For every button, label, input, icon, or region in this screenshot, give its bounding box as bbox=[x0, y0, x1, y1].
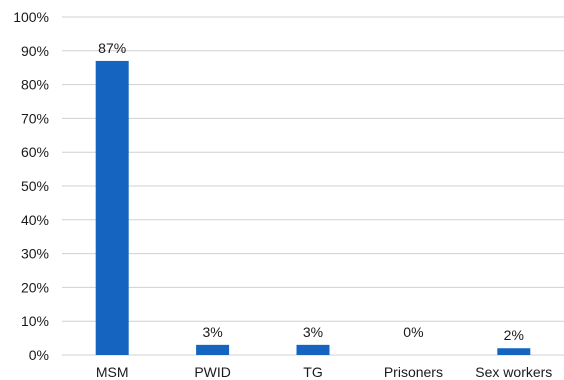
bar-msm bbox=[95, 60, 129, 355]
y-tick-label: 80% bbox=[21, 77, 49, 93]
y-tick-label: 50% bbox=[21, 178, 49, 194]
bar-sex-workers bbox=[497, 348, 531, 355]
data-label: 3% bbox=[202, 324, 222, 340]
x-category-label: TG bbox=[303, 364, 322, 380]
x-axis-categories: MSM PWID TG Prisoners Sex workers bbox=[96, 364, 552, 380]
x-category-label: Prisoners bbox=[384, 364, 443, 380]
x-category-label: Sex workers bbox=[475, 364, 552, 380]
y-tick-label: 40% bbox=[21, 212, 49, 228]
x-category-label: PWID bbox=[194, 364, 231, 380]
data-label: 3% bbox=[303, 324, 323, 340]
y-tick-label: 70% bbox=[21, 110, 49, 126]
data-label: 87% bbox=[98, 40, 126, 56]
data-label: 2% bbox=[504, 327, 524, 343]
x-category-label: MSM bbox=[96, 364, 129, 380]
data-label: 0% bbox=[403, 324, 423, 340]
bar-tg bbox=[296, 344, 330, 355]
bar-pwid bbox=[196, 344, 230, 355]
gridlines bbox=[62, 16, 564, 356]
data-labels: 87% 3% 3% 0% 2% bbox=[98, 40, 524, 343]
bars bbox=[95, 60, 531, 355]
y-tick-label: 10% bbox=[21, 313, 49, 329]
y-tick-label: 0% bbox=[29, 347, 49, 363]
y-tick-label: 60% bbox=[21, 144, 49, 160]
y-axis-ticks: 0% 10% 20% 30% 40% 50% 60% 70% 80% 90% 100% bbox=[13, 9, 49, 363]
y-tick-label: 20% bbox=[21, 279, 49, 295]
y-tick-label: 100% bbox=[13, 9, 49, 25]
y-tick-label: 30% bbox=[21, 246, 49, 262]
y-tick-label: 90% bbox=[21, 43, 49, 59]
